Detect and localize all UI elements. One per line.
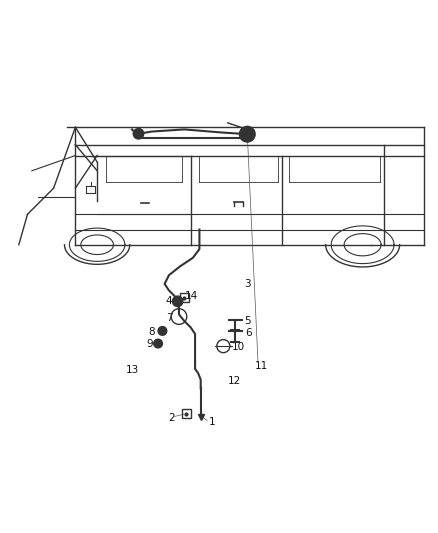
Circle shape	[240, 126, 255, 142]
Text: 3: 3	[244, 279, 251, 289]
Text: 4: 4	[166, 296, 172, 306]
Text: 1: 1	[209, 417, 216, 427]
Circle shape	[173, 296, 183, 306]
Bar	[182, 409, 191, 418]
Text: 2: 2	[168, 413, 174, 423]
Text: 8: 8	[148, 327, 155, 337]
Circle shape	[158, 327, 167, 335]
Text: 12: 12	[228, 376, 241, 385]
Text: 10: 10	[232, 342, 245, 352]
Text: 5: 5	[244, 316, 251, 326]
Text: 9: 9	[146, 339, 153, 349]
Circle shape	[154, 339, 162, 348]
Bar	[180, 294, 188, 302]
Text: 13: 13	[126, 365, 139, 375]
Text: 14: 14	[185, 291, 198, 301]
Circle shape	[133, 128, 144, 139]
Text: 6: 6	[245, 328, 251, 337]
Text: 7: 7	[166, 313, 173, 323]
Text: 11: 11	[254, 361, 268, 371]
